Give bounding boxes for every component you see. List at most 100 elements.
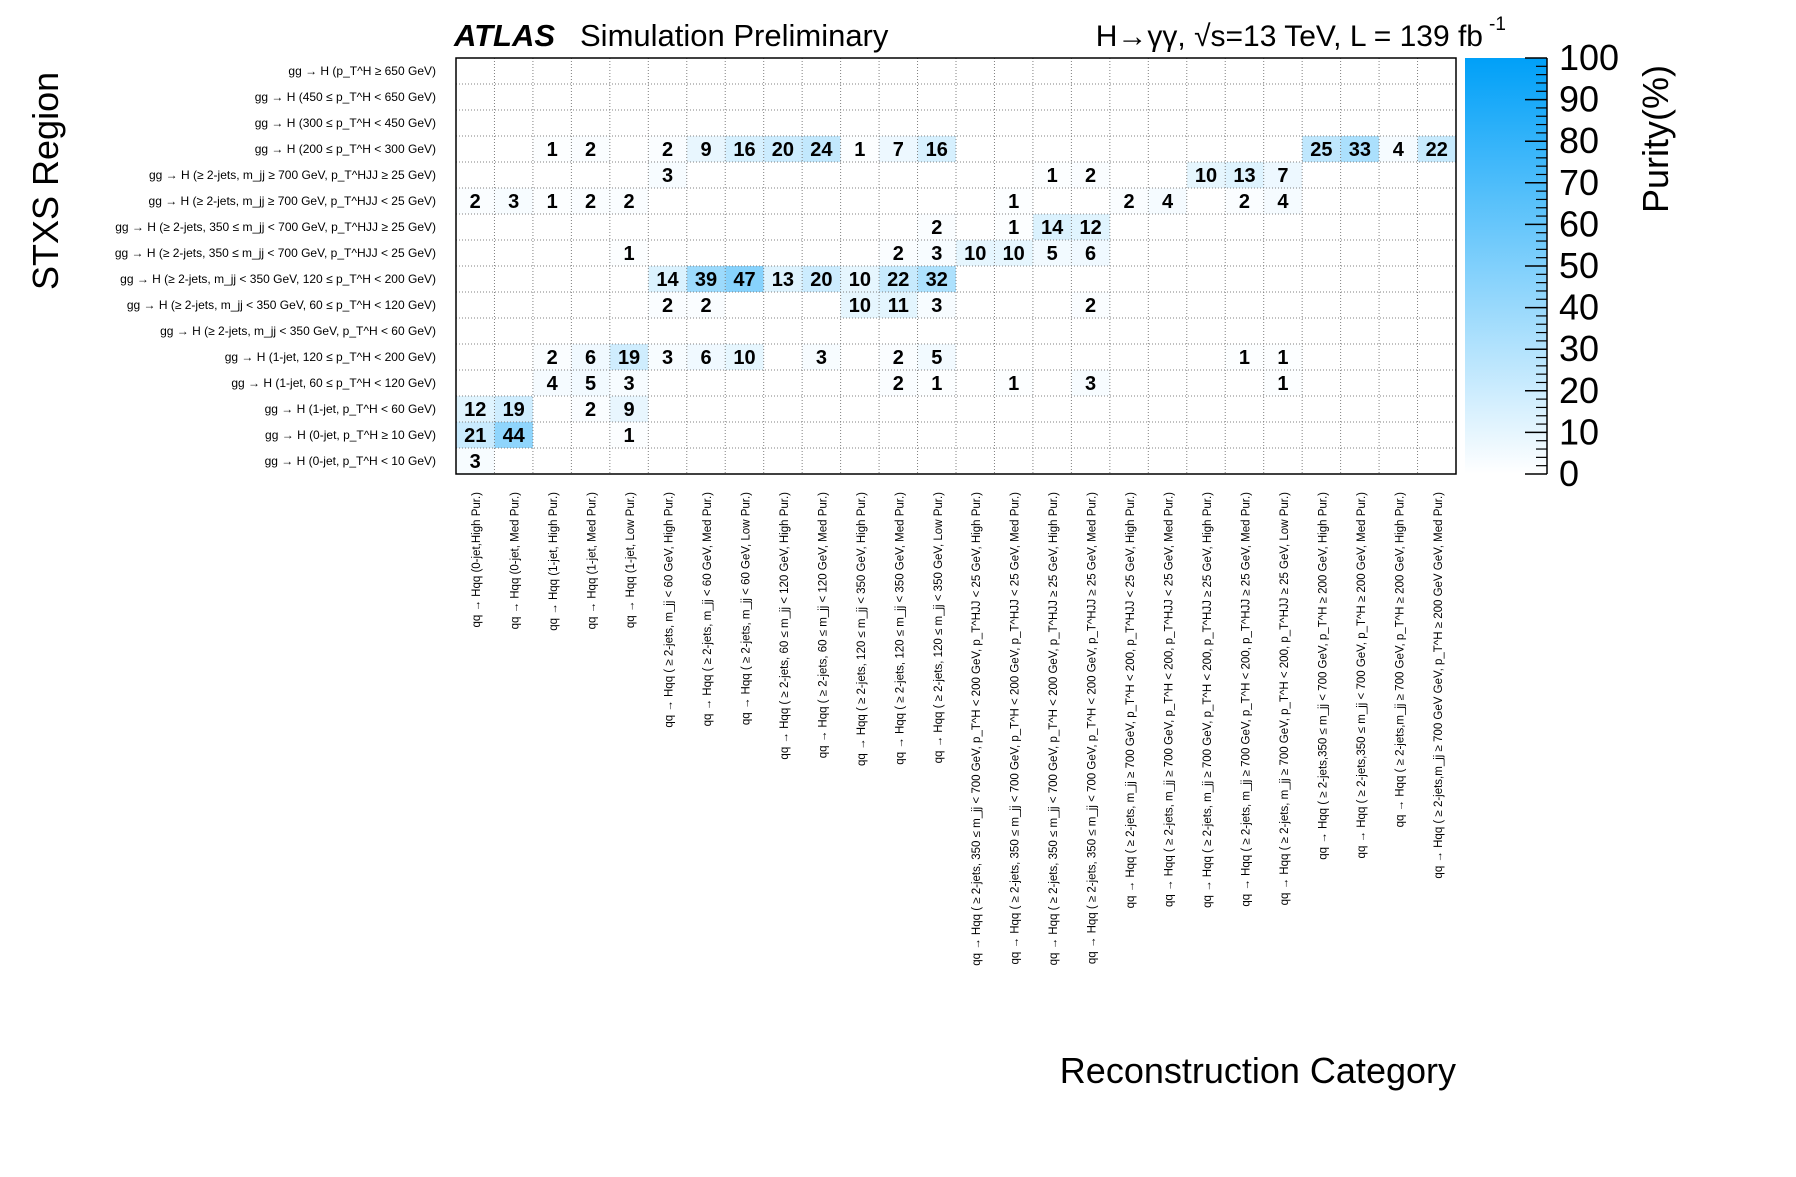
plot-frame <box>455 57 1457 475</box>
heatmap-cell <box>1263 370 1303 396</box>
cell-value-label: 12 <box>1079 217 1101 239</box>
y-tick-label: gg → H (≥ 2-jets, m_jj < 350 GeV, p_T^H … <box>160 324 436 338</box>
x-tick-label: qq → Hqq ( ≥ 2-jets, 350 ≤ m_jj < 700 Ge… <box>1087 492 1099 964</box>
x-tick-label: qq → Hqq ( ≥ 2-jets, m_jj < 60 GeV, Med … <box>702 492 714 727</box>
lumi-exponent: -1 <box>1489 14 1506 35</box>
heatmap-cell <box>994 214 1033 240</box>
heatmap-cell <box>609 422 649 448</box>
cell-value-label: 1 <box>1277 347 1288 369</box>
heatmap-cell <box>802 266 841 292</box>
heatmap-cell <box>609 240 649 266</box>
heatmap-cell <box>532 188 572 214</box>
y-tick-label: gg → H (200 ≤ p_T^H < 300 GeV) <box>255 142 436 156</box>
cell-value-label: 1 <box>547 139 558 161</box>
cell-value-label: 2 <box>700 295 711 317</box>
heatmap-cell <box>456 188 495 214</box>
heatmap-cell <box>609 396 649 422</box>
x-tick-label: qq → Hqq ( ≥ 2-jets, 350 ≤ m_jj < 700 Ge… <box>1048 492 1060 966</box>
cell-value-label: 32 <box>926 269 948 291</box>
heatmap-cell <box>725 136 764 162</box>
heatmap-cell <box>648 292 687 318</box>
cell-value-label: 6 <box>1085 243 1096 265</box>
heatmap-cell <box>1417 136 1456 162</box>
cell-value-label: 10 <box>1195 165 1217 187</box>
colorbar-tick-label: 20 <box>1559 370 1599 411</box>
colorbar-tick-label: 70 <box>1559 162 1599 203</box>
heatmap-cell <box>1148 188 1187 214</box>
cell-value-label: 33 <box>1349 139 1371 161</box>
cell-value-label: 1 <box>1008 191 1019 213</box>
x-tick-label: qq → Hqq ( ≥ 2-jets, 120 ≤ m_jj < 350 Ge… <box>856 492 868 766</box>
cell-value-label: 5 <box>585 373 596 395</box>
heatmap-cell <box>648 266 687 292</box>
heatmap-cell <box>1263 344 1303 370</box>
heatmap-cell <box>840 266 880 292</box>
x-tick-label: qq → Hqq ( ≥ 2-jets, m_jj ≥ 700 GeV, p_T… <box>1202 492 1214 908</box>
cell-value-label: 3 <box>931 243 942 265</box>
heatmap-cell <box>1071 370 1110 396</box>
x-tick-label: qq → Hqq ( ≥ 2-jets, m_jj ≥ 700 GeV, p_T… <box>1125 492 1137 908</box>
cell-value-label: 24 <box>810 139 833 161</box>
cell-value-label: 4 <box>1277 191 1289 213</box>
heatmap-cell <box>1340 136 1380 162</box>
heatmap-cell <box>686 292 726 318</box>
heatmap-cell <box>1225 344 1264 370</box>
heatmap-cell <box>1263 162 1303 188</box>
cell-value-label: 47 <box>733 269 755 291</box>
y-tick-label: gg → H (0-jet, p_T^H ≥ 10 GeV) <box>265 428 436 442</box>
x-axis-title: Reconstruction Category <box>1060 1050 1456 1091</box>
cell-value-label: 3 <box>816 347 827 369</box>
x-tick-label: qq → Hqq ( ≥ 2-jets, m_jj ≥ 700 GeV, p_T… <box>1240 492 1252 907</box>
y-axis-title: STXS Region <box>25 72 66 290</box>
heatmap-cell <box>1071 214 1110 240</box>
cell-value-label: 19 <box>618 347 640 369</box>
cell-value-label: 4 <box>547 373 559 395</box>
x-tick-labels: qq → Hqq (0-jet,High Pur.) qq → Hqq (0-je… <box>471 492 1445 966</box>
cell-value-label: 9 <box>624 399 635 421</box>
heatmap-cell <box>532 344 572 370</box>
heatmap-cell <box>1225 188 1264 214</box>
y-tick-label: gg → H (1-jet, 60 ≤ p_T^H < 120 GeV) <box>231 376 436 390</box>
x-tick-label: qq → Hqq ( ≥ 2-jets, 60 ≤ m_jj < 120 GeV… <box>817 492 829 758</box>
heatmap-cell <box>802 344 841 370</box>
experiment-label: ATLAS <box>453 18 555 53</box>
cell-value-label: 6 <box>585 347 596 369</box>
heatmap-cell <box>456 448 495 474</box>
heatmap-cell <box>1071 292 1110 318</box>
heatmap-cell <box>1032 240 1072 266</box>
cell-value-label: 1 <box>547 191 558 213</box>
heatmap-cell <box>917 266 956 292</box>
heatmap-cell <box>571 136 610 162</box>
heatmap-cell <box>609 188 649 214</box>
cell-value-label: 10 <box>1003 243 1025 265</box>
cell-value-label: 4 <box>1162 191 1174 213</box>
cell-value-label: 22 <box>887 269 909 291</box>
heatmap-cell <box>994 240 1033 266</box>
y-tick-label: gg → H (p_T^H ≥ 650 GeV) <box>288 64 436 78</box>
heatmap-cell <box>994 188 1033 214</box>
cell-value-label: 5 <box>1047 243 1058 265</box>
status-label: Simulation Preliminary <box>580 18 889 53</box>
y-tick-label: gg → H (1-jet, 120 ≤ p_T^H < 200 GeV) <box>225 350 436 364</box>
cell-value-label: 2 <box>893 373 904 395</box>
cell-value-label: 4 <box>1393 139 1405 161</box>
x-tick-label: qq → Hqq ( ≥ 2-jets,350 ≤ m_jj < 700 GeV… <box>1317 492 1329 860</box>
heatmap-cell <box>1032 214 1072 240</box>
y-tick-labels: gg → H (p_T^H ≥ 650 GeV) gg → H (450 ≤ p_… <box>115 64 436 468</box>
cell-value-label: 16 <box>926 139 948 161</box>
cell-value-label: 2 <box>470 191 481 213</box>
heatmap-cell <box>879 370 918 396</box>
cell-value-label: 2 <box>893 347 904 369</box>
heatmap-cell <box>1225 162 1264 188</box>
heatmap-cell <box>494 188 533 214</box>
cell-value-label: 20 <box>810 269 832 291</box>
y-tick-label: gg → H (300 ≤ p_T^H < 450 GeV) <box>255 116 436 130</box>
cell-value-label: 1 <box>1008 373 1019 395</box>
heatmap-cell <box>956 240 995 266</box>
x-tick-label: qq → Hqq ( ≥ 2-jets, m_jj < 60 GeV, High… <box>664 492 676 728</box>
x-tick-label: qq → Hqq (0-jet,High Pur.) <box>471 492 483 628</box>
heatmap-cell <box>456 396 495 422</box>
heatmap-cell <box>1263 188 1303 214</box>
